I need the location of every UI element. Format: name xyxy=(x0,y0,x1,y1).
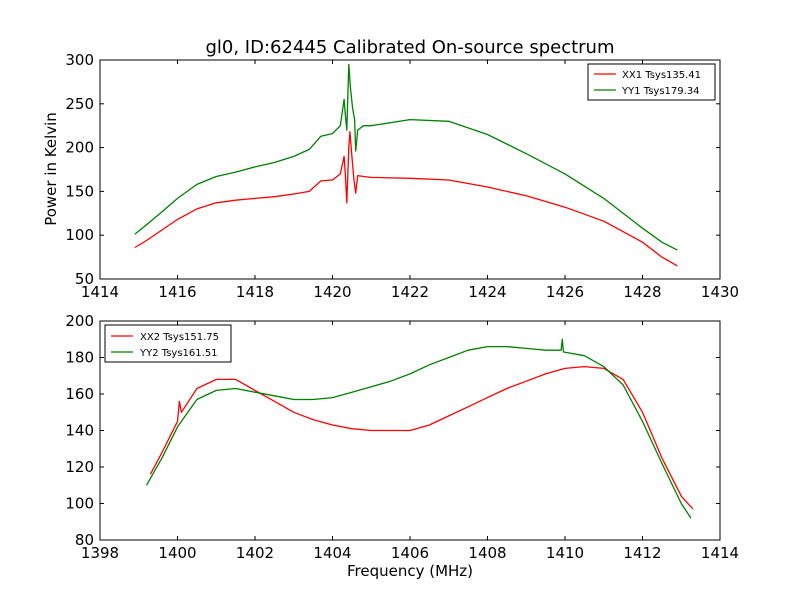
y-axis-label: Power in Kelvin xyxy=(42,112,60,226)
chart-title: gl0, ID:62445 Calibrated On-source spect… xyxy=(205,37,614,58)
legend-entry-yy2: YY2 Tsys161.51 xyxy=(139,348,218,359)
legend-box xyxy=(587,63,716,101)
y-tick-label: 50 xyxy=(75,270,94,288)
x-tick-label: 1420 xyxy=(313,283,351,301)
x-tick-label: 1408 xyxy=(468,544,506,562)
legend-entry-xx1: XX1 Tsys135.41 xyxy=(622,70,701,81)
y-tick-label: 160 xyxy=(65,385,94,403)
bottom-axis-ticks: 1398 1400 1402 1404 1406 1408 1410 1412 1414 80 10… xyxy=(65,312,739,562)
series-line-xx2 xyxy=(149,365,694,510)
top-axis-ticks: 1414 1416 1418 1420 1422 1424 1426 1428 1430 50 10… xyxy=(65,51,739,301)
y-tick-label: 300 xyxy=(65,51,94,69)
y-tick-label: 150 xyxy=(65,182,94,200)
x-tick-label: 1414 xyxy=(701,544,739,562)
bottom-spectrum-chart: Frequency (MHz) 1398 1400 1402 1404 1406 1408… xyxy=(65,312,739,580)
bottom-legend: XX2 Tsys151.75 YY2 Tsys161.51 xyxy=(104,324,232,363)
bottom-plot-frame xyxy=(99,320,721,541)
y-tick-label: 100 xyxy=(65,495,94,513)
x-tick-label: 1412 xyxy=(623,544,661,562)
series-line-yy1 xyxy=(134,63,678,251)
series-line-xx1 xyxy=(134,131,678,267)
x-tick-label: 1404 xyxy=(313,544,351,562)
x-tick-label: 1410 xyxy=(546,544,584,562)
x-tick-label: 1406 xyxy=(391,544,429,562)
bottom-series-lines xyxy=(145,338,694,519)
legend-box xyxy=(104,324,232,363)
x-tick-label: 1426 xyxy=(546,283,584,301)
x-tick-label: 1424 xyxy=(468,283,506,301)
y-tick-label: 180 xyxy=(65,349,94,367)
y-tick-label: 200 xyxy=(65,312,94,330)
x-tick-label: 1416 xyxy=(158,283,196,301)
top-legend: XX1 Tsys135.41 YY1 Tsys179.34 xyxy=(587,63,716,101)
x-tick-label: 1398 xyxy=(81,544,119,562)
x-tick-label: 1418 xyxy=(236,283,274,301)
y-tick-label: 250 xyxy=(65,95,94,113)
legend-entry-xx2: XX2 Tsys151.75 xyxy=(140,332,219,343)
y-tick-label: 120 xyxy=(65,458,94,476)
legend-entry-yy1: YY1 Tsys179.34 xyxy=(621,86,700,97)
top-plot-frame xyxy=(99,59,721,280)
x-tick-label: 1422 xyxy=(391,283,429,301)
top-spectrum-chart: gl0, ID:62445 Calibrated On-source spect… xyxy=(42,37,739,301)
x-tick-label: 1402 xyxy=(236,544,274,562)
y-tick-label: 200 xyxy=(65,139,94,157)
x-tick-label: 1428 xyxy=(623,283,661,301)
x-tick-label: 1430 xyxy=(701,283,739,301)
x-axis-label: Frequency (MHz) xyxy=(347,562,473,580)
y-tick-label: 140 xyxy=(65,422,94,440)
x-tick-label: 1414 xyxy=(81,283,119,301)
series-line-yy2 xyxy=(145,338,692,519)
top-series-lines xyxy=(134,63,678,267)
x-tick-label: 1400 xyxy=(158,544,196,562)
y-tick-label: 100 xyxy=(65,226,94,244)
y-tick-label: 80 xyxy=(75,531,94,549)
